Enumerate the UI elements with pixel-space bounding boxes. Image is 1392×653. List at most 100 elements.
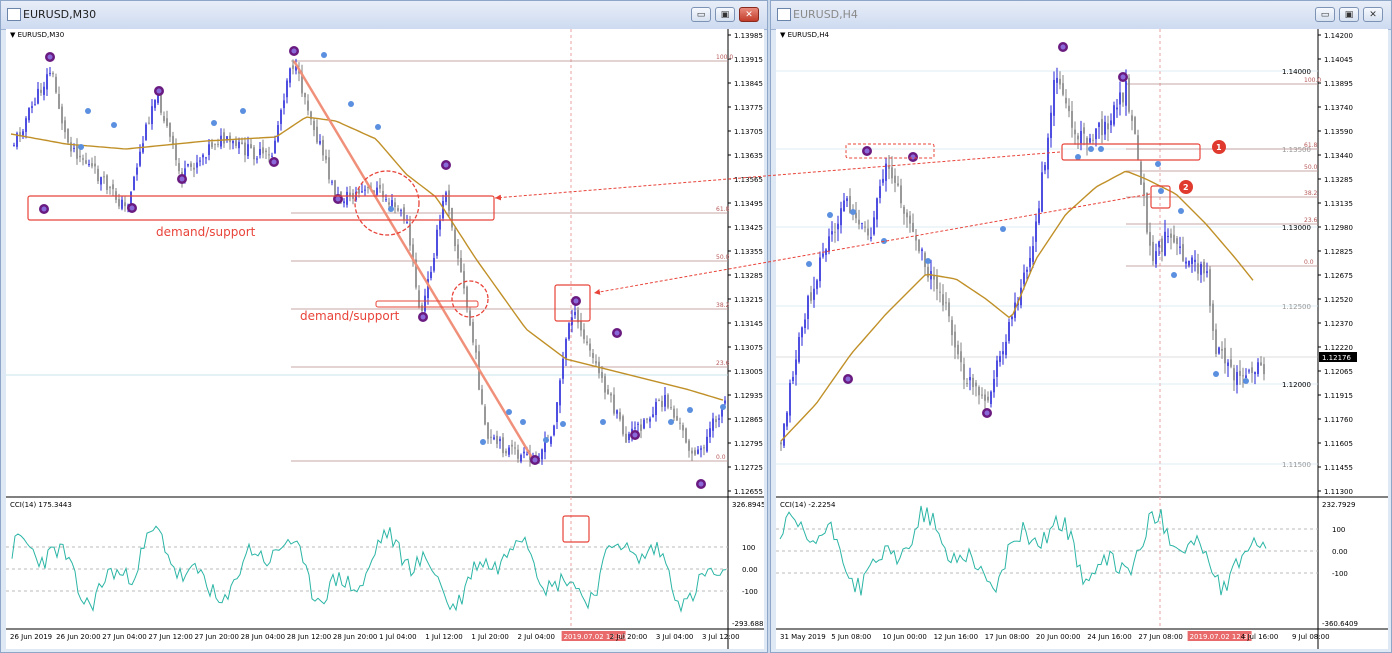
minimize-button[interactable]: ▭: [691, 7, 711, 22]
m30-candle-body: [67, 128, 69, 143]
h4-chart-svg[interactable]: 1.14200 1.14045 1.13895 1.13740 1.13590 1.134…: [776, 29, 1388, 649]
m30-candle-body: [583, 329, 585, 340]
m30-candle-body: [250, 144, 252, 149]
m30-chart-svg[interactable]: 1.13985 1.13915 1.13845 1.13775 1.13705 1.136…: [6, 29, 768, 649]
m30-candle-body: [208, 144, 210, 156]
m30-candle-body: [190, 163, 192, 167]
cci-line: [779, 505, 1267, 596]
m30-candle-body: [709, 428, 711, 438]
m30-candle-body: [37, 88, 39, 104]
chart-area[interactable]: 1.13985 1.13915 1.13845 1.13775 1.13705 1.136…: [6, 29, 768, 649]
price-tick-label: 1.13590: [1324, 128, 1353, 136]
m30-candle-body: [421, 305, 423, 311]
m30-candle-body: [124, 202, 126, 207]
m30-candle-body: [391, 200, 393, 207]
highlight-box: [554, 284, 591, 322]
m30-candle-body: [313, 120, 315, 131]
m30-candle-body: [103, 176, 105, 178]
m30-candle-body: [112, 184, 114, 190]
m30-candle-body: [685, 428, 687, 443]
h4-candle-body: [1224, 347, 1226, 364]
m30-candle-body: [382, 191, 384, 198]
m30-candle-body: [634, 427, 636, 429]
h4-candle-body: [873, 217, 875, 235]
m30-candle-body: [682, 425, 684, 431]
pivot-marker: [600, 419, 606, 425]
h4-candle-body: [1143, 182, 1145, 195]
close-button[interactable]: ✕: [1363, 7, 1383, 22]
m30-candle-body: [502, 437, 504, 454]
chart-window-h4[interactable]: EURUSD,H4 ▭ ▣ ✕ 1.14200 1.14045 1.13895 1.1…: [770, 0, 1392, 653]
h4-candle-body: [876, 198, 878, 220]
m30-candle-body: [397, 208, 399, 211]
window-titlebar[interactable]: EURUSD,M30 ▭ ▣ ✕: [1, 1, 767, 30]
price-tick-label: 1.13075: [734, 344, 763, 352]
window-titlebar[interactable]: EURUSD,H4 ▭ ▣ ✕: [771, 1, 1391, 30]
m30-candle-body: [361, 191, 363, 193]
h4-candle-body: [990, 391, 992, 404]
osc-tick-label: 0.00: [1332, 548, 1348, 556]
minimize-button[interactable]: ▭: [1315, 7, 1335, 22]
pivot-marker-inner: [156, 88, 162, 94]
m30-candle-body: [145, 124, 147, 141]
restore-button[interactable]: ▣: [1339, 7, 1359, 22]
h4-candle-body: [798, 337, 800, 362]
pivot-marker: [687, 407, 693, 413]
pivot-marker: [1155, 161, 1161, 167]
m30-candle-body: [574, 311, 576, 316]
h4-candle-body: [1095, 128, 1097, 140]
pivot-marker: [111, 122, 117, 128]
m30-candle-body: [481, 389, 483, 405]
m30-candle-body: [256, 158, 258, 160]
price-tick-label: 1.12370: [1324, 320, 1353, 328]
h4-candle-body: [993, 378, 995, 393]
m30-candle-body: [577, 310, 579, 323]
m30-candle-body: [157, 89, 159, 103]
h4-candle-body: [915, 235, 917, 241]
time-axis-label: 10 Jun 00:00: [882, 633, 926, 641]
h4-candle-body: [927, 266, 929, 278]
h4-candle-body: [1209, 269, 1211, 306]
h4-candle-body: [1236, 371, 1238, 385]
h4-candle-body: [1230, 359, 1232, 367]
time-axis-label: 31 May 2019: [780, 633, 826, 641]
h4-candle-body: [1131, 115, 1133, 121]
close-button[interactable]: ✕: [739, 7, 759, 22]
m30-candle-body: [394, 202, 396, 207]
m30-candle-body: [100, 177, 102, 185]
h4-candle-body: [867, 228, 869, 236]
m30-candle-body: [445, 192, 447, 202]
h4-candle-body: [1140, 161, 1142, 185]
chart-area[interactable]: 1.14200 1.14045 1.13895 1.13740 1.13590 1.134…: [776, 29, 1388, 649]
m30-candle-body: [205, 157, 207, 159]
h4-candle-body: [951, 319, 953, 336]
m30-candle-body: [493, 437, 495, 440]
pivot-marker: [520, 419, 526, 425]
h4-candle-body: [825, 249, 827, 255]
h4-candle-body: [1176, 238, 1178, 245]
h4-candle-body: [1227, 362, 1229, 366]
round-level-label: 1.14000: [1282, 68, 1311, 76]
h4-candle-body: [1071, 111, 1073, 128]
fib-level-label: 0.0: [716, 454, 726, 461]
h4-candle-body: [1056, 77, 1058, 83]
m30-candle-body: [280, 110, 282, 124]
h4-candle-body: [1011, 316, 1013, 320]
chart-window-m30[interactable]: EURUSD,M30 ▭ ▣ ✕ 1.13985 1.13915 1.13845 1.…: [0, 0, 768, 653]
h4-candle-body: [1200, 263, 1202, 275]
pivot-marker: [78, 144, 84, 150]
restore-button[interactable]: ▣: [715, 7, 735, 22]
pivot-marker-inner: [573, 298, 579, 304]
m30-candle-body: [346, 191, 348, 205]
h4-candle-body: [1107, 123, 1109, 130]
m30-candle-body: [622, 416, 624, 435]
pivot-marker: [1243, 378, 1249, 384]
h4-candle-body: [1182, 244, 1184, 261]
pivot-marker: [506, 409, 512, 415]
m30-candle-body: [595, 361, 597, 364]
m30-candle-body: [217, 143, 219, 145]
m30-candle-body: [517, 449, 519, 459]
m30-candle-body: [466, 286, 468, 308]
pivot-marker-inner: [532, 457, 538, 463]
h4-candle-body: [954, 331, 956, 348]
